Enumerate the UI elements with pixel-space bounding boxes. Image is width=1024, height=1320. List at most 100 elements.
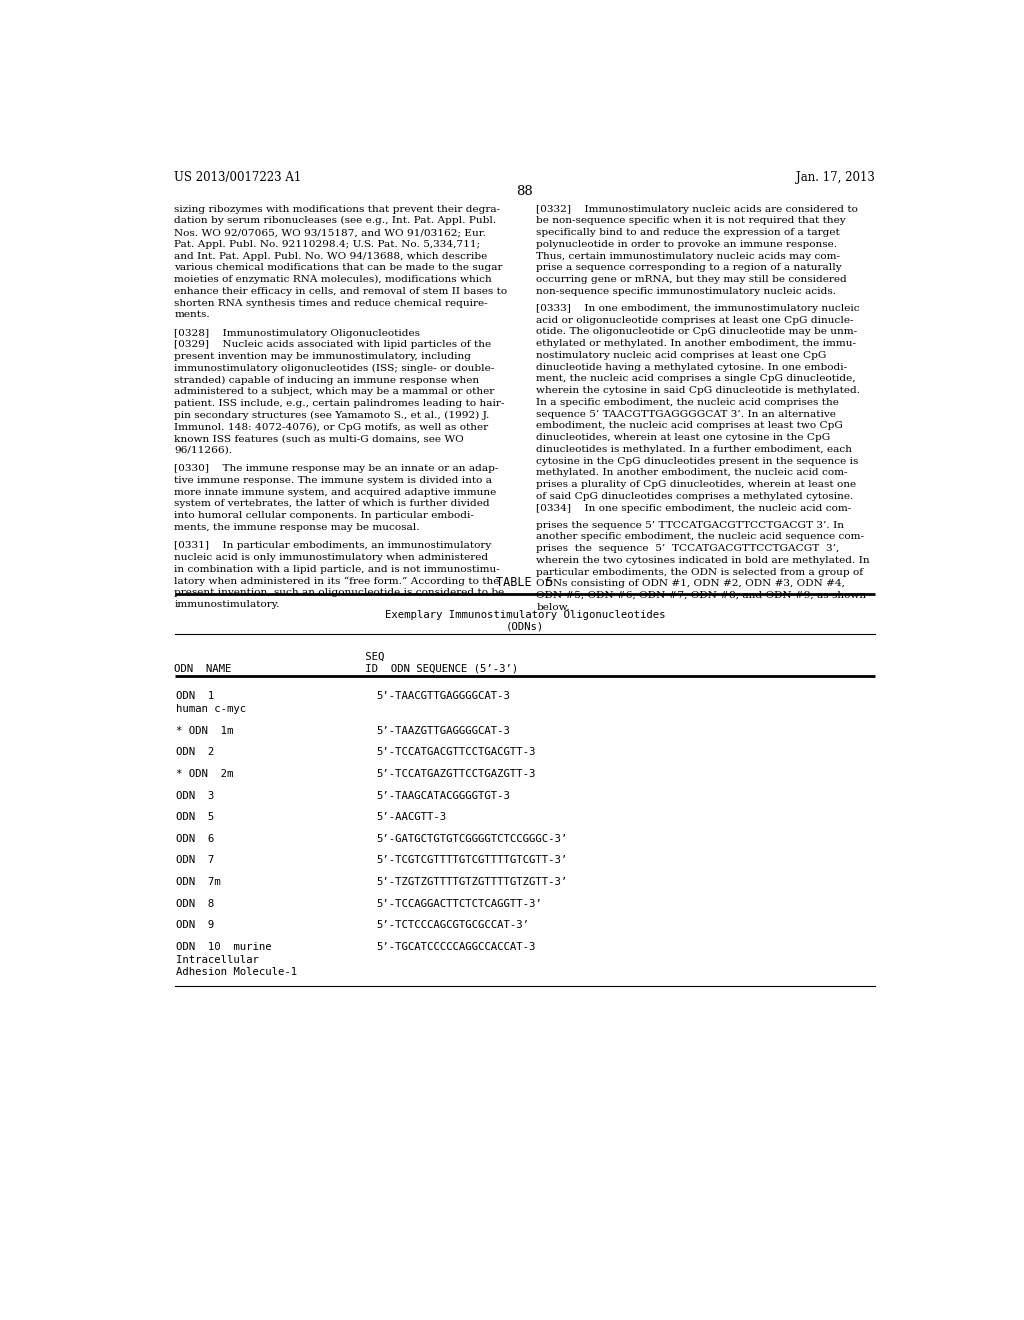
Text: ODN  3: ODN 3 bbox=[176, 791, 214, 801]
Text: sizing ribozymes with modifications that prevent their degra-: sizing ribozymes with modifications that… bbox=[174, 205, 501, 214]
Text: more innate immune system, and acquired adaptive immune: more innate immune system, and acquired … bbox=[174, 487, 497, 496]
Text: 5’-TCCAGGACTTCTCTCAGGTT-3’: 5’-TCCAGGACTTCTCTCAGGTT-3’ bbox=[376, 899, 542, 908]
Text: embodiment, the nucleic acid comprises at least two CpG: embodiment, the nucleic acid comprises a… bbox=[537, 421, 844, 430]
Text: SEQ: SEQ bbox=[174, 651, 385, 661]
Text: 5’-TAAGCATACGGGGTGT-3: 5’-TAAGCATACGGGGTGT-3 bbox=[376, 791, 510, 801]
Text: ODN  10  murine: ODN 10 murine bbox=[176, 942, 271, 952]
Text: * ODN  1m: * ODN 1m bbox=[176, 726, 233, 735]
Text: prise a sequence corresponding to a region of a naturally: prise a sequence corresponding to a regi… bbox=[537, 264, 842, 272]
Text: [0330]    The immune response may be an innate or an adap-: [0330] The immune response may be an inn… bbox=[174, 465, 499, 474]
Text: human c-myc: human c-myc bbox=[176, 704, 246, 714]
Text: specifically bind to and reduce the expression of a target: specifically bind to and reduce the expr… bbox=[537, 228, 840, 238]
Text: moieties of enzymatic RNA molecules), modifications which: moieties of enzymatic RNA molecules), mo… bbox=[174, 275, 493, 284]
Text: ment, the nucleic acid comprises a single CpG dinucleotide,: ment, the nucleic acid comprises a singl… bbox=[537, 375, 856, 383]
Text: below.: below. bbox=[537, 603, 570, 612]
Text: nostimulatory nucleic acid comprises at least one CpG: nostimulatory nucleic acid comprises at … bbox=[537, 351, 826, 360]
Text: particular embodiments, the ODN is selected from a group of: particular embodiments, the ODN is selec… bbox=[537, 568, 863, 577]
Text: 5’-TCCATGAZGTTCCTGAZGTT-3: 5’-TCCATGAZGTTCCTGAZGTT-3 bbox=[376, 770, 536, 779]
Text: immunostimulatory oligonucleotides (ISS; single- or double-: immunostimulatory oligonucleotides (ISS;… bbox=[174, 364, 495, 374]
Text: 5’-TAACGTTGAGGGGCAT-3: 5’-TAACGTTGAGGGGCAT-3 bbox=[376, 692, 510, 701]
Text: * ODN  2m: * ODN 2m bbox=[176, 770, 233, 779]
Text: various chemical modifications that can be made to the sugar: various chemical modifications that can … bbox=[174, 264, 503, 272]
Text: wherein the two cytosines indicated in bold are methylated. In: wherein the two cytosines indicated in b… bbox=[537, 556, 870, 565]
Text: methylated. In another embodiment, the nucleic acid com-: methylated. In another embodiment, the n… bbox=[537, 469, 848, 478]
Text: ODN  7m: ODN 7m bbox=[176, 876, 221, 887]
Text: tive immune response. The immune system is divided into a: tive immune response. The immune system … bbox=[174, 477, 493, 484]
Text: [0328]    Immunostimulatory Oligonucleotides: [0328] Immunostimulatory Oligonucleotide… bbox=[174, 329, 421, 338]
Text: [0333]    In one embodiment, the immunostimulatory nucleic: [0333] In one embodiment, the immunostim… bbox=[537, 304, 860, 313]
Text: [0334]    In one specific embodiment, the nucleic acid com-: [0334] In one specific embodiment, the n… bbox=[537, 504, 852, 512]
Text: into humoral cellular components. In particular embodi-: into humoral cellular components. In par… bbox=[174, 511, 474, 520]
Text: ODN  5: ODN 5 bbox=[176, 812, 214, 822]
Text: latory when administered in its “free form.” According to the: latory when administered in its “free fo… bbox=[174, 577, 500, 586]
Text: shorten RNA synthesis times and reduce chemical require-: shorten RNA synthesis times and reduce c… bbox=[174, 298, 488, 308]
Text: prises the sequence 5’ TTCCATGACGTTCCTGACGT 3’. In: prises the sequence 5’ TTCCATGACGTTCCTGA… bbox=[537, 520, 845, 529]
Text: present invention may be immunostimulatory, including: present invention may be immunostimulato… bbox=[174, 352, 471, 362]
Text: ethylated or methylated. In another embodiment, the immu-: ethylated or methylated. In another embo… bbox=[537, 339, 856, 348]
Text: and Int. Pat. Appl. Publ. No. WO 94/13688, which describe: and Int. Pat. Appl. Publ. No. WO 94/1368… bbox=[174, 252, 487, 260]
Text: ODN #5, ODN #6, ODN #7, ODN #8, and ODN #9, as shown: ODN #5, ODN #6, ODN #7, ODN #8, and ODN … bbox=[537, 591, 866, 601]
Text: ODN  NAME                     ID  ODN SEQUENCE (5’-3’): ODN NAME ID ODN SEQUENCE (5’-3’) bbox=[174, 664, 519, 673]
Text: otide. The oligonucleotide or CpG dinucleotide may be unm-: otide. The oligonucleotide or CpG dinucl… bbox=[537, 327, 857, 337]
Text: Thus, certain immunostimulatory nucleic acids may com-: Thus, certain immunostimulatory nucleic … bbox=[537, 252, 841, 260]
Text: occurring gene or mRNA, but they may still be considered: occurring gene or mRNA, but they may sti… bbox=[537, 275, 847, 284]
Text: ments.: ments. bbox=[174, 310, 210, 319]
Text: be non-sequence specific when it is not required that they: be non-sequence specific when it is not … bbox=[537, 216, 846, 226]
Text: ments, the immune response may be mucosal.: ments, the immune response may be mucosa… bbox=[174, 523, 420, 532]
Text: in combination with a lipid particle, and is not immunostimu-: in combination with a lipid particle, an… bbox=[174, 565, 501, 574]
Text: 5’-TGCATCCCCCAGGCCACCAT-3: 5’-TGCATCCCCCAGGCCACCAT-3 bbox=[376, 942, 536, 952]
Text: non-sequence specific immunostimulatory nucleic acids.: non-sequence specific immunostimulatory … bbox=[537, 286, 837, 296]
Text: 5’-TZGTZGTTTTGTZGTTTTGTZGTT-3’: 5’-TZGTZGTTTTGTZGTTTTGTZGTT-3’ bbox=[376, 876, 567, 887]
Text: [0331]    In particular embodiments, an immunostimulatory: [0331] In particular embodiments, an imm… bbox=[174, 541, 492, 550]
Text: ODN  8: ODN 8 bbox=[176, 899, 214, 908]
Text: 5’-TCGTCGTTTTGTCGTTTTGTCGTT-3’: 5’-TCGTCGTTTTGTCGTTTTGTCGTT-3’ bbox=[376, 855, 567, 866]
Text: Immunol. 148: 4072-4076), or CpG motifs, as well as other: Immunol. 148: 4072-4076), or CpG motifs,… bbox=[174, 422, 488, 432]
Text: ODNs consisting of ODN #1, ODN #2, ODN #3, ODN #4,: ODNs consisting of ODN #1, ODN #2, ODN #… bbox=[537, 579, 845, 589]
Text: [0329]    Nucleic acids associated with lipid particles of the: [0329] Nucleic acids associated with lip… bbox=[174, 341, 492, 350]
Text: known ISS features (such as multi-G domains, see WO: known ISS features (such as multi-G doma… bbox=[174, 434, 464, 444]
Text: acid or oligonucleotide comprises at least one CpG dinucle-: acid or oligonucleotide comprises at lea… bbox=[537, 315, 854, 325]
Text: enhance their efficacy in cells, and removal of stem II bases to: enhance their efficacy in cells, and rem… bbox=[174, 286, 508, 296]
Text: prises  the  sequence  5’  TCCATGACGTTCCTGACGT  3’,: prises the sequence 5’ TCCATGACGTTCCTGAC… bbox=[537, 544, 840, 553]
Text: Jan. 17, 2013: Jan. 17, 2013 bbox=[797, 170, 876, 183]
Text: 88: 88 bbox=[516, 185, 534, 198]
Text: stranded) capable of inducing an immune response when: stranded) capable of inducing an immune … bbox=[174, 375, 479, 384]
Text: system of vertebrates, the latter of which is further divided: system of vertebrates, the latter of whi… bbox=[174, 499, 490, 508]
Text: [0332]    Immunostimulatory nucleic acids are considered to: [0332] Immunostimulatory nucleic acids a… bbox=[537, 205, 858, 214]
Text: 96/11266).: 96/11266). bbox=[174, 446, 232, 455]
Text: of said CpG dinucleotides comprises a methylated cytosine.: of said CpG dinucleotides comprises a me… bbox=[537, 492, 854, 500]
Text: Adhesion Molecule-1: Adhesion Molecule-1 bbox=[176, 968, 297, 978]
Text: Nos. WO 92/07065, WO 93/15187, and WO 91/03162; Eur.: Nos. WO 92/07065, WO 93/15187, and WO 91… bbox=[174, 228, 486, 238]
Text: another specific embodiment, the nucleic acid sequence com-: another specific embodiment, the nucleic… bbox=[537, 532, 864, 541]
Text: dation by serum ribonucleases (see e.g., Int. Pat. Appl. Publ.: dation by serum ribonucleases (see e.g.,… bbox=[174, 216, 497, 226]
Text: US 2013/0017223 A1: US 2013/0017223 A1 bbox=[174, 170, 302, 183]
Text: ODN  6: ODN 6 bbox=[176, 834, 214, 843]
Text: Pat. Appl. Publ. No. 92110298.4; U.S. Pat. No. 5,334,711;: Pat. Appl. Publ. No. 92110298.4; U.S. Pa… bbox=[174, 240, 480, 249]
Text: cytosine in the CpG dinucleotides present in the sequence is: cytosine in the CpG dinucleotides presen… bbox=[537, 457, 859, 466]
Text: ODN  9: ODN 9 bbox=[176, 920, 214, 931]
Text: dinucleotide having a methylated cytosine. In one embodi-: dinucleotide having a methylated cytosin… bbox=[537, 363, 848, 372]
Text: Intracellular: Intracellular bbox=[176, 954, 259, 965]
Text: pin secondary structures (see Yamamoto S., et al., (1992) J.: pin secondary structures (see Yamamoto S… bbox=[174, 411, 489, 420]
Text: dinucleotides is methylated. In a further embodiment, each: dinucleotides is methylated. In a furthe… bbox=[537, 445, 852, 454]
Text: polynucleotide in order to provoke an immune response.: polynucleotide in order to provoke an im… bbox=[537, 240, 838, 249]
Text: ODN  2: ODN 2 bbox=[176, 747, 214, 758]
Text: administered to a subject, which may be a mammal or other: administered to a subject, which may be … bbox=[174, 387, 495, 396]
Text: prises a plurality of CpG dinucleotides, wherein at least one: prises a plurality of CpG dinucleotides,… bbox=[537, 480, 856, 490]
Text: ODN  1: ODN 1 bbox=[176, 692, 214, 701]
Text: 5’-TCTCCCAGCGTGCGCCAT-3’: 5’-TCTCCCAGCGTGCGCCAT-3’ bbox=[376, 920, 529, 931]
Text: present invention, such an oligonucleotide is considered to be: present invention, such an oligonucleoti… bbox=[174, 589, 505, 597]
Text: 5’-AACGTT-3: 5’-AACGTT-3 bbox=[376, 812, 446, 822]
Text: 5’-TCCATGACGTTCCTGACGTT-3: 5’-TCCATGACGTTCCTGACGTT-3 bbox=[376, 747, 536, 758]
Text: patient. ISS include, e.g., certain palindromes leading to hair-: patient. ISS include, e.g., certain pali… bbox=[174, 399, 505, 408]
Text: sequence 5’ TAACGTTGAGGGGCAT 3’. In an alternative: sequence 5’ TAACGTTGAGGGGCAT 3’. In an a… bbox=[537, 409, 837, 418]
Text: Exemplary Immunostimulatory Oligonucleotides: Exemplary Immunostimulatory Oligonucleot… bbox=[385, 610, 665, 619]
Text: (ODNs): (ODNs) bbox=[506, 622, 544, 632]
Text: ODN  7: ODN 7 bbox=[176, 855, 214, 866]
Text: wherein the cytosine in said CpG dinucleotide is methylated.: wherein the cytosine in said CpG dinucle… bbox=[537, 387, 860, 395]
Text: dinucleotides, wherein at least one cytosine in the CpG: dinucleotides, wherein at least one cyto… bbox=[537, 433, 830, 442]
Text: immunostimulatory.: immunostimulatory. bbox=[174, 599, 281, 609]
Text: 5’-TAAZGTTGAGGGGCAT-3: 5’-TAAZGTTGAGGGGCAT-3 bbox=[376, 726, 510, 735]
Text: TABLE  5: TABLE 5 bbox=[497, 576, 553, 589]
Text: 5’-GATGCTGTGTCGGGGTCTCCGGGC-3’: 5’-GATGCTGTGTCGGGGTCTCCGGGC-3’ bbox=[376, 834, 567, 843]
